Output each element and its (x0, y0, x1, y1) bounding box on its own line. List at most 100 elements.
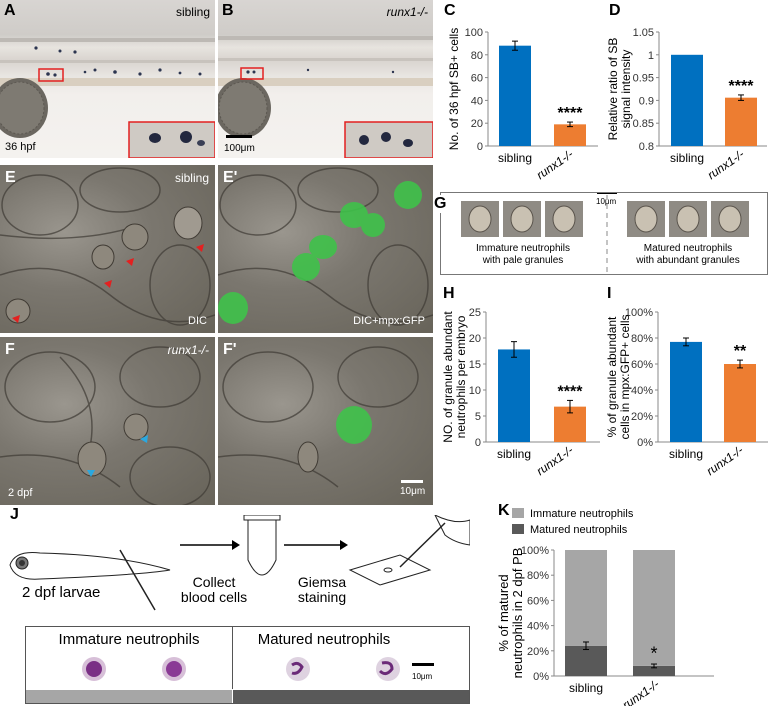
panel-g-right-caption: Matured neutrophils with abundant granul… (636, 243, 740, 266)
chart-i: 0% 20% 40% 60% 80% 100% sibling runx1-/- ** % of … (605, 307, 768, 478)
panel-j-step2: Collect blood cells (180, 574, 248, 605)
panel-a-stage: 36 hpf (5, 141, 36, 153)
chart-k: Immature neutrophils Matured neutrophils 0… (496, 508, 714, 706)
panel-g-box: G 10μm Immature neutrophils with pale gr… (434, 192, 768, 275)
bar-immature-1 (633, 550, 675, 666)
bar-sibling (498, 349, 530, 442)
y-tick-label: 100 (465, 27, 483, 39)
bar-sibling (499, 45, 531, 146)
panel-g-left-caption: Immature neutrophils with pale granules (476, 243, 570, 266)
x-tick-label: sibling (498, 151, 532, 165)
panel-a-image: A sibling 36 hpf (0, 0, 215, 158)
panel-e-condition: sibling (174, 171, 209, 185)
panel-f-image: F runx1-/- 2 dpf (0, 337, 215, 505)
panel-j-box-right-label: Matured neutrophils (257, 631, 391, 648)
panel-label-h: H (443, 285, 455, 302)
panel-j-step3: Giemsa staining (297, 574, 347, 605)
panel-e2-image: E' DIC+mpx:GFP (218, 165, 433, 333)
y-tick-label: 100% (625, 307, 653, 319)
y-tick-label: 1.05 (633, 27, 654, 39)
panel-f2-image: F' 10μm (218, 337, 433, 505)
y-tick-label: 0% (637, 437, 653, 449)
x-tick-label: runx1-/- (705, 147, 747, 180)
panel-f-dic-drawing (0, 346, 211, 505)
panel-j-divider (232, 627, 233, 689)
legend-label-immature: Immature neutrophils (530, 508, 634, 520)
panel-e-mode: DIC (188, 315, 207, 327)
panel-label-g: G (434, 195, 447, 213)
y-tick-label: 10 (469, 385, 481, 397)
y-tick-label: 80 (471, 50, 483, 62)
panel-e-image: E sibling DIC (0, 165, 215, 333)
panel-e2-gfp-drawing (218, 167, 433, 326)
y-tick-label: 40% (527, 621, 549, 633)
panel-label-f2: F' (223, 341, 237, 358)
y-tick-label: 25 (469, 307, 481, 319)
y-tick-label: 100% (521, 545, 549, 557)
significance-marker: **** (558, 105, 584, 122)
panel-f2-scalebar-label: 10μm (400, 486, 426, 497)
panel-j-box-left-label: Immature neutrophils (58, 631, 200, 648)
bar-matured-1 (633, 665, 675, 676)
chart-d: 0.8 0.85 0.9 0.95 1 1.05 sibling runx1-/- **** Re… (606, 27, 767, 180)
y-tick-label: 5 (475, 411, 481, 423)
chart-h: 0 5 10 15 20 25 sibling runx1-/- **** NO. of gran… (441, 307, 600, 478)
panel-f-condition: runx1-/- (167, 343, 209, 357)
bar-runx1 (554, 124, 586, 146)
y-tick-label: 0 (475, 437, 481, 449)
panel-f-stage: 2 dpf (8, 487, 33, 499)
panel-label-a: A (4, 2, 16, 19)
panel-j-workflow-drawing (9, 515, 470, 611)
y-axis-label: NO. of granule abundant (441, 311, 455, 443)
panel-label-k: K (498, 502, 510, 519)
y-tick-label: 0% (533, 671, 549, 683)
y-tick-label: 60% (527, 595, 549, 607)
bar-sibling (670, 341, 702, 442)
panel-a-fish-drawing (0, 38, 215, 158)
y-axis-label: cells in mpx:GFP+ cells (618, 314, 632, 439)
panel-label-c: C (444, 2, 456, 19)
y-tick-label: 20% (527, 646, 549, 658)
bar-runx1 (725, 97, 757, 146)
legend-swatch-immature (512, 508, 524, 518)
x-tick-label: runx1-/- (534, 443, 576, 478)
x-tick-label: runx1-/- (534, 147, 576, 180)
x-tick-label: sibling (569, 681, 603, 695)
panel-label-b: B (222, 2, 234, 19)
panel-b-scalebar-label: 100μm (224, 143, 255, 154)
panel-b-condition: runx1-/- (386, 5, 428, 19)
panel-g-scalebar-label: 10μm (596, 197, 617, 206)
y-tick-label: 20 (471, 118, 483, 130)
bar-sibling (671, 54, 703, 146)
y-tick-label: 20 (469, 333, 481, 345)
significance-marker: **** (558, 383, 584, 400)
panel-label-i: I (607, 285, 612, 302)
panel-j-cells (82, 657, 434, 681)
panel-a-condition: sibling (175, 5, 210, 19)
y-tick-label: 0 (477, 141, 483, 153)
panel-f2-gfp-drawing (218, 346, 423, 488)
y-axis-label: signal intensity (619, 50, 633, 129)
panel-label-j: J (10, 506, 19, 523)
panel-j-step1: 2 dpf larvae (22, 584, 101, 601)
x-tick-label: runx1-/- (704, 443, 746, 478)
y-axis-label: neutrophils in 2 dpf PB (510, 548, 525, 679)
y-tick-label: 0.95 (633, 73, 654, 85)
bar-runx1 (724, 364, 756, 442)
y-axis-label: neutrophils per embryo (454, 315, 468, 438)
x-tick-label: sibling (669, 447, 703, 461)
bar-immature-0 (565, 550, 607, 646)
y-axis-label: % of granule abundant (605, 316, 619, 437)
y-axis-label: % of matured (496, 574, 511, 651)
y-tick-label: 80% (527, 570, 549, 582)
panel-g-drawing (461, 192, 749, 274)
significance-marker: **** (729, 78, 755, 95)
chart-c: 0 20 40 60 80 100 sibling runx1-/- **** No. of 36… (447, 27, 598, 180)
y-axis-label: Relative ratio of SB (606, 38, 620, 141)
panel-label-e: E (5, 169, 16, 186)
y-tick-label: 1 (648, 50, 654, 62)
y-tick-label: 0.85 (633, 118, 654, 130)
y-tick-label: 40 (471, 95, 483, 107)
panel-e-dic-drawing (0, 167, 215, 326)
y-tick-label: 15 (469, 359, 481, 371)
